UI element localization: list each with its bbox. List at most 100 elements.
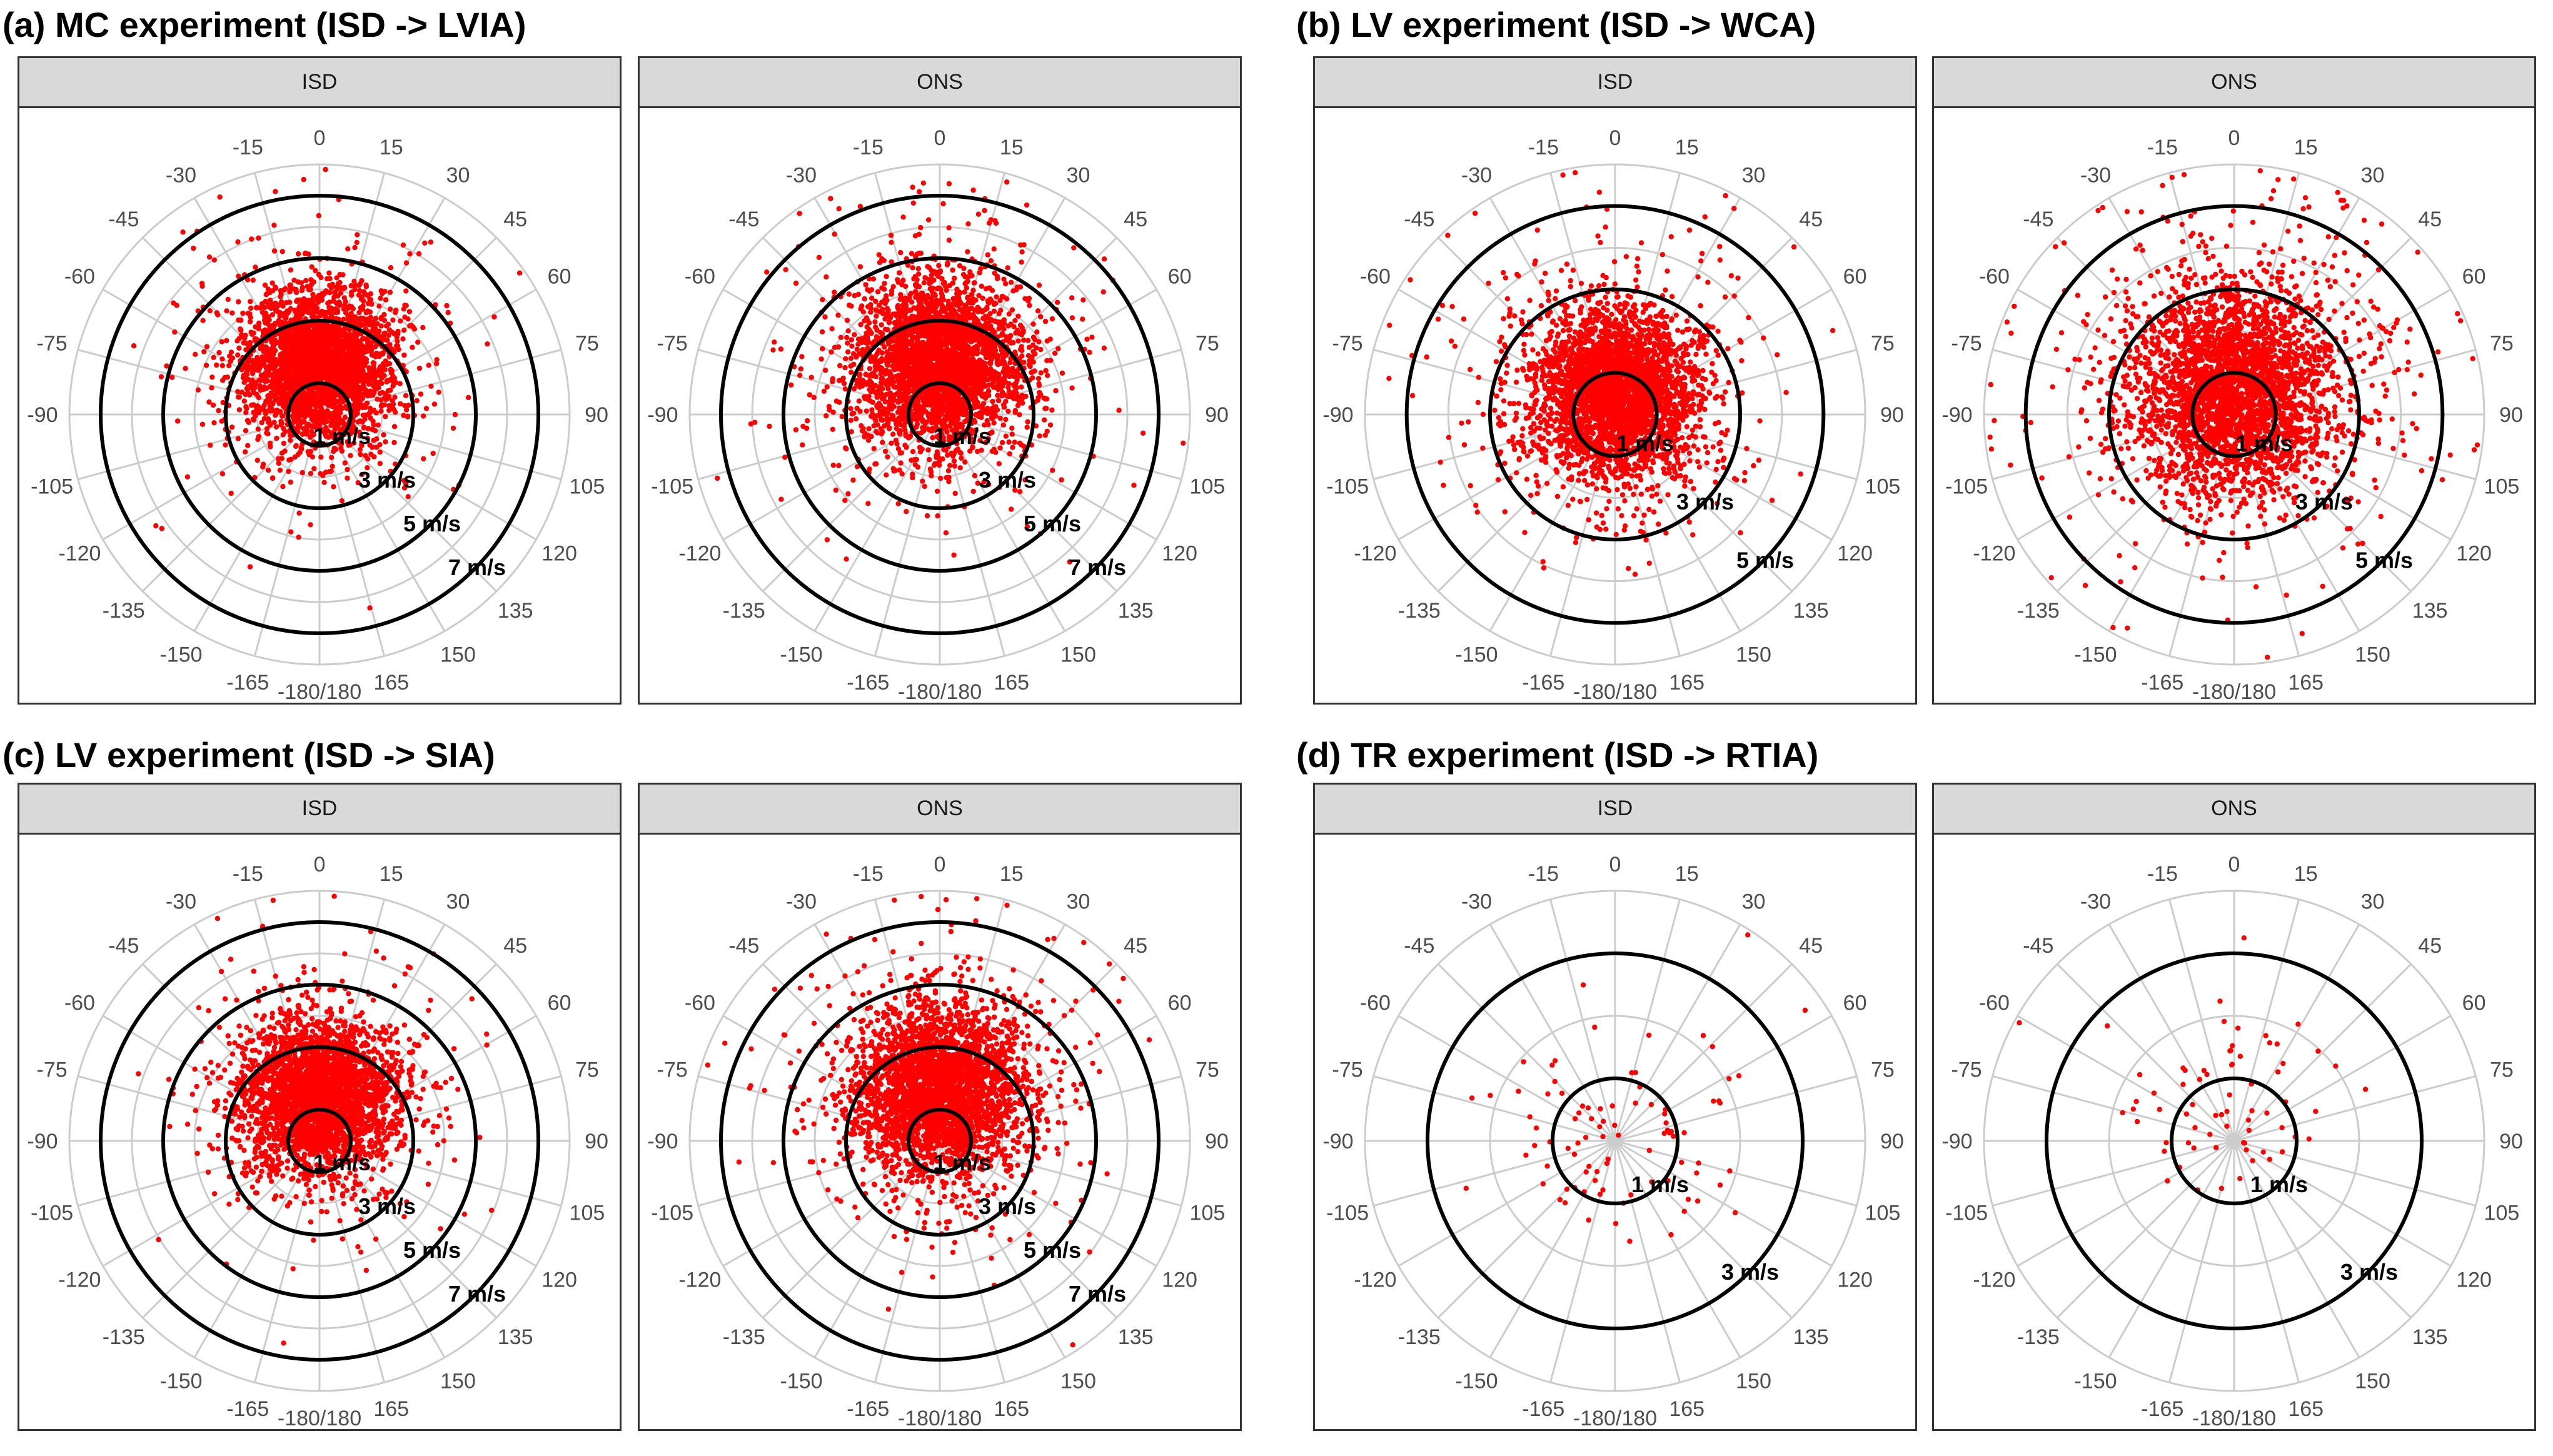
angle-tick-label: 15 — [380, 136, 403, 159]
data-point — [247, 564, 253, 570]
data-point — [306, 390, 312, 396]
data-point — [271, 419, 277, 425]
data-point — [344, 366, 350, 372]
data-point — [158, 374, 164, 379]
data-point — [261, 361, 267, 367]
data-point — [365, 465, 370, 471]
data-point — [208, 443, 213, 448]
data-point — [397, 381, 403, 386]
data-point — [377, 449, 383, 455]
data-point — [371, 378, 376, 383]
data-point — [265, 431, 271, 437]
data-point — [296, 359, 302, 364]
data-point — [308, 369, 313, 374]
data-point — [430, 451, 436, 456]
data-point — [217, 194, 223, 200]
data-point — [826, 404, 832, 409]
data-point — [201, 349, 207, 354]
data-point — [388, 366, 393, 373]
data-point — [516, 270, 523, 276]
data-point — [1030, 359, 1036, 365]
data-point — [306, 329, 313, 335]
data-point — [293, 333, 299, 338]
data-point — [898, 460, 904, 466]
data-point — [256, 409, 262, 414]
data-point — [280, 484, 286, 490]
data-point — [340, 405, 345, 411]
data-point — [402, 314, 408, 320]
data-point — [328, 342, 334, 348]
data-point — [296, 412, 302, 418]
data-point — [255, 426, 261, 432]
data-point — [1018, 242, 1024, 248]
rings-group — [99, 194, 540, 635]
data-point — [421, 456, 426, 462]
data-point — [868, 309, 874, 315]
data-point — [431, 401, 438, 407]
data-point — [285, 310, 291, 316]
data-point — [330, 348, 335, 354]
data-point — [386, 403, 392, 409]
angle-tick-label: 150 — [440, 643, 476, 667]
data-point — [360, 395, 365, 401]
data-point — [308, 471, 314, 476]
group-title-c: (c) LV experiment (ISD -> SIA) — [3, 735, 495, 775]
data-point — [325, 428, 331, 434]
data-point — [371, 370, 376, 376]
data-point — [410, 344, 415, 350]
data-point — [296, 376, 301, 382]
data-point — [311, 414, 317, 420]
data-point — [220, 399, 226, 406]
data-point — [903, 283, 909, 289]
data-point — [1024, 202, 1030, 208]
data-point — [301, 176, 306, 183]
data-point — [280, 351, 286, 357]
data-point — [349, 362, 355, 368]
data-point — [286, 337, 291, 343]
data-point — [485, 341, 490, 347]
angle-tick-label: -60 — [64, 265, 95, 289]
data-point — [403, 407, 410, 413]
data-point — [854, 346, 860, 352]
data-point — [1032, 337, 1038, 343]
data-point — [256, 358, 262, 363]
data-point — [320, 348, 326, 353]
data-point — [358, 433, 363, 439]
data-point — [390, 398, 395, 404]
data-point — [946, 225, 952, 231]
data-point — [416, 365, 423, 371]
data-point — [389, 346, 395, 352]
data-point — [278, 388, 283, 393]
data-point — [291, 278, 297, 283]
data-point — [264, 291, 269, 297]
data-point — [268, 401, 274, 408]
data-point — [333, 420, 338, 426]
group-title-d: (d) TR experiment (ISD -> RTIA) — [1296, 735, 1819, 775]
data-point — [378, 403, 385, 409]
data-point — [854, 464, 860, 469]
data-point — [990, 399, 995, 404]
data-point — [259, 301, 265, 307]
data-point — [355, 352, 361, 358]
data-point — [269, 280, 275, 286]
data-point — [331, 364, 338, 370]
data-point — [348, 283, 354, 289]
data-point — [363, 453, 368, 459]
data-point — [1015, 403, 1021, 408]
data-point — [276, 379, 282, 385]
data-point — [370, 360, 376, 366]
data-point — [355, 338, 361, 344]
data-point — [428, 239, 434, 245]
data-point — [307, 423, 313, 429]
data-point — [1017, 284, 1024, 290]
data-point — [315, 373, 321, 379]
data-point — [377, 442, 383, 448]
data-point — [269, 339, 274, 344]
data-point — [1024, 524, 1030, 530]
data-point — [335, 342, 341, 348]
angle-tick-label: 120 — [541, 542, 577, 566]
data-point — [1042, 417, 1047, 423]
data-point — [226, 363, 232, 368]
angle-tick-label: -105 — [31, 475, 73, 499]
